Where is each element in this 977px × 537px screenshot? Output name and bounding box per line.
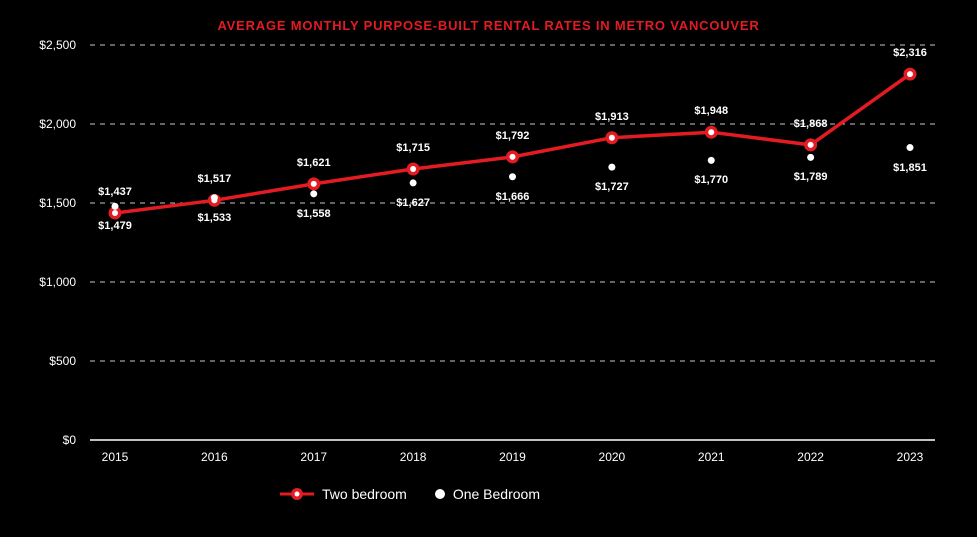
x-axis-label: 2020 xyxy=(599,450,626,464)
x-axis-label: 2023 xyxy=(897,450,924,464)
legend-marker-line xyxy=(280,488,314,500)
x-axis-label: 2015 xyxy=(102,450,129,464)
chart-canvas xyxy=(0,0,977,537)
series-two-bedroom-label: $1,715 xyxy=(396,142,430,154)
x-axis-label: 2021 xyxy=(698,450,725,464)
series-one-bedroom-label: $1,533 xyxy=(198,212,232,224)
legend-item: Two bedroom xyxy=(280,486,407,502)
series-one-bedroom-label: $1,789 xyxy=(794,171,828,183)
series-two-bedroom-label: $1,621 xyxy=(297,157,331,169)
rental-rates-chart: AVERAGE MONTHLY PURPOSE-BUILT RENTAL RAT… xyxy=(0,0,977,537)
series-two-bedroom-label: $1,948 xyxy=(694,105,728,117)
series-one-bedroom-label: $1,558 xyxy=(297,208,331,220)
series-one-bedroom-label: $1,770 xyxy=(694,174,728,186)
series-two-bedroom-label: $1,913 xyxy=(595,111,629,123)
series-one-bedroom-label: $1,627 xyxy=(396,197,430,209)
series-two-bedroom-label: $1,792 xyxy=(496,130,530,142)
series-one-bedroom-label: $1,666 xyxy=(496,191,530,203)
x-axis-label: 2022 xyxy=(797,450,824,464)
series-one-bedroom-label: $1,479 xyxy=(98,220,132,232)
legend-label: One Bedroom xyxy=(453,486,540,502)
series-one-bedroom-label: $1,851 xyxy=(893,162,927,174)
x-axis-label: 2016 xyxy=(201,450,228,464)
legend-label: Two bedroom xyxy=(322,486,407,502)
y-axis-label: $0 xyxy=(0,433,76,447)
y-axis-label: $2,000 xyxy=(0,117,76,131)
legend-item: One Bedroom xyxy=(435,486,540,502)
x-axis-label: 2019 xyxy=(499,450,526,464)
x-axis-label: 2017 xyxy=(300,450,327,464)
series-two-bedroom-label: $1,437 xyxy=(98,186,132,198)
y-axis-label: $1,000 xyxy=(0,275,76,289)
series-two-bedroom-label: $2,316 xyxy=(893,47,927,59)
y-axis-label: $500 xyxy=(0,354,76,368)
series-two-bedroom-label: $1,868 xyxy=(794,118,828,130)
y-axis-label: $2,500 xyxy=(0,38,76,52)
x-axis-label: 2018 xyxy=(400,450,427,464)
legend-marker-dot xyxy=(435,489,445,499)
chart-legend: Two bedroom One Bedroom xyxy=(280,486,540,502)
y-axis-label: $1,500 xyxy=(0,196,76,210)
series-two-bedroom-label: $1,517 xyxy=(198,173,232,185)
series-one-bedroom-label: $1,727 xyxy=(595,181,629,193)
